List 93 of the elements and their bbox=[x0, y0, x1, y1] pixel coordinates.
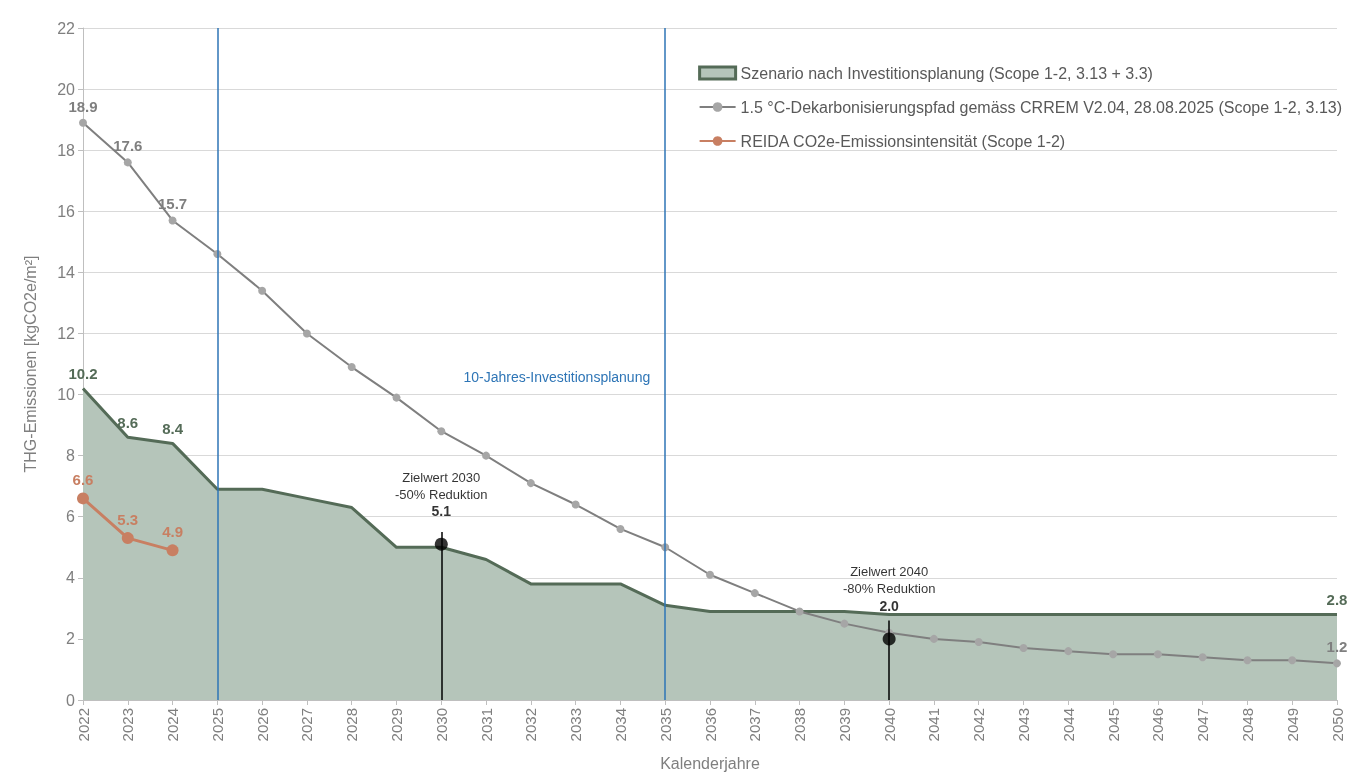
y-tick-label: 4 bbox=[66, 569, 76, 587]
data-label: 15.7 bbox=[157, 195, 188, 213]
legend-label: REIDA CO2e-Emissionsintensität (Scope 1-2) bbox=[740, 132, 1066, 150]
x-tick-label: 2046 bbox=[1149, 708, 1167, 742]
data-label: 5.1 bbox=[431, 503, 452, 520]
x-tick-label: 2027 bbox=[298, 708, 316, 742]
point bbox=[526, 479, 535, 488]
x-tick-label: 2044 bbox=[1059, 708, 1077, 742]
data-label: 2.0 bbox=[879, 597, 900, 614]
y-tick-label: 18 bbox=[57, 141, 76, 159]
x-tick-label: 2043 bbox=[1015, 708, 1032, 742]
x-tick-label: 2037 bbox=[746, 708, 764, 742]
data-label: 8.6 bbox=[117, 414, 139, 432]
annotation: Zielwert 2030 -50% Reduktion bbox=[395, 469, 488, 502]
x-tick-label: 2026 bbox=[253, 708, 271, 742]
y-tick-label: 12 bbox=[57, 324, 76, 342]
point bbox=[1019, 644, 1028, 653]
point bbox=[840, 619, 849, 628]
x-tick-label: 2040 bbox=[880, 708, 898, 742]
x-tick-label: 2025 bbox=[208, 708, 226, 742]
ref-line-label: 10-Jahres-Investitionsplanung bbox=[463, 369, 651, 386]
x-tick-label: 2029 bbox=[388, 708, 405, 742]
data-label: 5.3 bbox=[117, 511, 139, 529]
x-tick-label: 2041 bbox=[925, 708, 943, 742]
x-tick-label: 2049 bbox=[1283, 708, 1301, 742]
point bbox=[1153, 650, 1162, 659]
point bbox=[482, 451, 491, 460]
point bbox=[974, 637, 983, 646]
point bbox=[1288, 656, 1297, 665]
x-tick-label: 2030 bbox=[432, 708, 450, 742]
y-tick-label: 8 bbox=[66, 447, 76, 465]
data-label: 4.9 bbox=[162, 523, 183, 541]
data-label: 8.4 bbox=[162, 420, 184, 438]
x-tick-label: 2035 bbox=[656, 708, 674, 742]
point bbox=[168, 216, 177, 225]
y-tick-label: 0 bbox=[66, 691, 76, 709]
x-tick-label: 2048 bbox=[1238, 708, 1256, 742]
point bbox=[1198, 653, 1207, 662]
point bbox=[929, 634, 938, 643]
x-tick-label: 2050 bbox=[1328, 708, 1346, 742]
y-tick-label: 20 bbox=[57, 80, 76, 98]
x-axis-title: Kalenderjahre bbox=[660, 754, 760, 772]
annotation: Zielwert 2040 -80% Reduktion bbox=[842, 564, 936, 597]
x-tick-label: 2031 bbox=[477, 708, 495, 742]
x-tick-label: 2042 bbox=[970, 708, 988, 742]
point bbox=[750, 589, 759, 598]
point bbox=[1333, 659, 1341, 668]
data-label: 6.6 bbox=[72, 471, 94, 489]
legend-label: 1.5 °C-Dekarbonisierungspfad gemäss CRREM V2.04, 28.08.2025 (Scope 1-2, 3.13) bbox=[740, 98, 1342, 116]
x-tick-label: 2023 bbox=[119, 708, 137, 742]
x-tick-label: 2028 bbox=[343, 708, 361, 742]
x-tick-label: 2039 bbox=[835, 708, 853, 742]
x-tick-label: 2024 bbox=[164, 708, 182, 742]
point bbox=[795, 607, 804, 616]
point bbox=[123, 158, 132, 167]
point bbox=[616, 524, 625, 533]
x-tick-label: 2022 bbox=[74, 708, 92, 742]
y-tick-label: 2 bbox=[66, 630, 76, 648]
x-tick-label: 2036 bbox=[701, 708, 719, 742]
data-label: 10.2 bbox=[68, 365, 98, 383]
data-label: 18.9 bbox=[68, 97, 98, 115]
point bbox=[166, 544, 179, 557]
x-tick-label: 2033 bbox=[567, 708, 585, 742]
point bbox=[79, 118, 87, 127]
x-tick-label: 2038 bbox=[791, 708, 809, 742]
point bbox=[1109, 650, 1118, 659]
point bbox=[706, 570, 714, 579]
y-tick-label: 10 bbox=[57, 386, 76, 404]
point bbox=[437, 427, 446, 436]
point bbox=[302, 329, 311, 338]
x-tick-label: 2045 bbox=[1104, 708, 1122, 742]
point bbox=[882, 632, 896, 646]
data-label: 17.6 bbox=[113, 137, 143, 155]
point bbox=[434, 537, 448, 551]
point bbox=[121, 532, 134, 545]
y-tick-label: 16 bbox=[57, 202, 76, 220]
point bbox=[1064, 647, 1073, 656]
x-tick-label: 2032 bbox=[522, 708, 540, 742]
y-tick-label: 6 bbox=[66, 508, 76, 526]
x-tick-label: 2047 bbox=[1194, 708, 1212, 742]
point bbox=[392, 393, 401, 402]
point bbox=[347, 363, 356, 372]
point bbox=[1243, 656, 1252, 665]
data-label: 2.8 bbox=[1326, 591, 1348, 609]
y-tick-label: 22 bbox=[57, 19, 76, 37]
x-tick-label: 2034 bbox=[611, 708, 629, 742]
y-tick-label: 14 bbox=[57, 263, 76, 281]
y-axis-title: THG-Emissionen [kgCO2e/m²] bbox=[21, 255, 39, 473]
point bbox=[77, 492, 89, 505]
point bbox=[571, 500, 580, 509]
point bbox=[258, 286, 267, 295]
data-label: 1.2 bbox=[1326, 638, 1348, 656]
legend-label: Szenario nach Investitionsplanung (Scope 1-2, 3.13 + 3.3) bbox=[740, 64, 1153, 82]
